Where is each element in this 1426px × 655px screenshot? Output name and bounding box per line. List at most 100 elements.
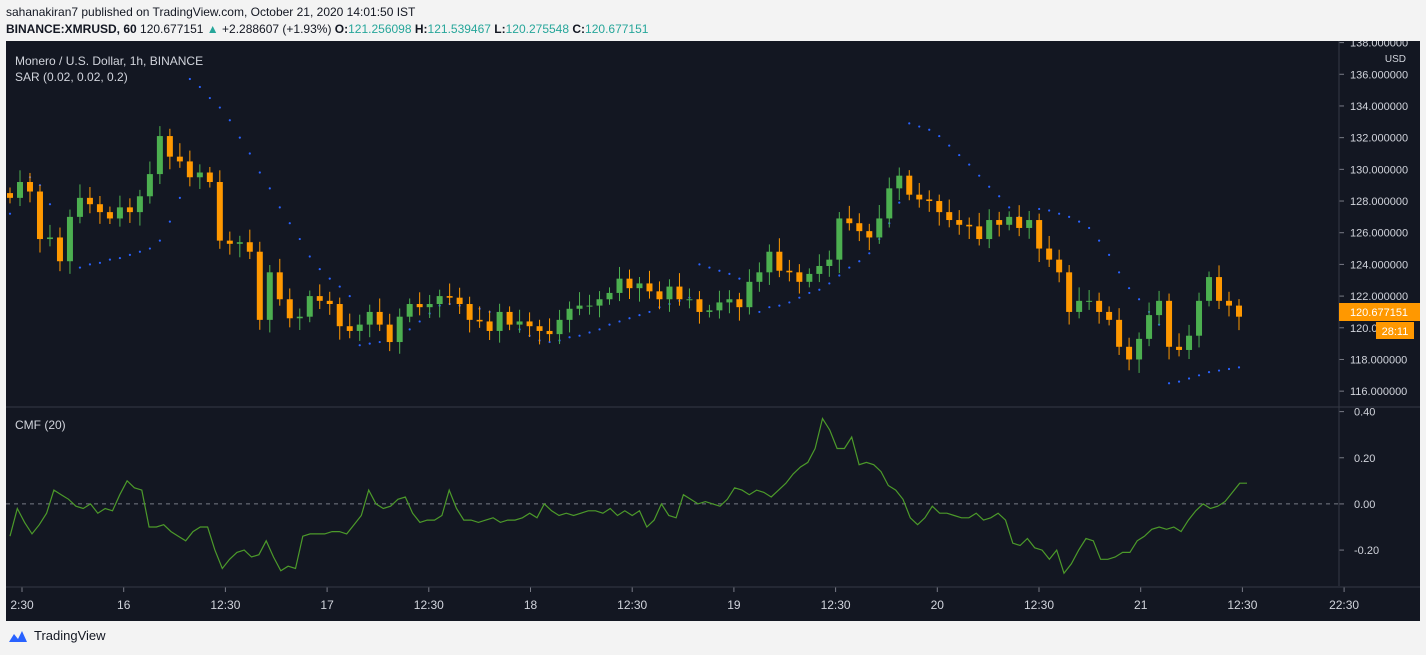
candle-body: [426, 304, 433, 308]
cmf-tick-label: -0.20: [1354, 545, 1379, 557]
sar-dot: [408, 328, 411, 331]
sar-dot: [1127, 287, 1131, 290]
time-tick-label: 12:30: [1227, 598, 1257, 612]
candle-body: [716, 302, 723, 311]
sar-dot: [1098, 239, 1101, 242]
candle-body: [566, 308, 573, 320]
candle-body: [1116, 319, 1123, 347]
last-price-badge-value: 120.677151: [1350, 307, 1408, 319]
price-tick-label: 118.000000: [1350, 354, 1407, 366]
candle-body: [516, 321, 523, 325]
sar-dot: [418, 320, 421, 323]
candle-body: [1136, 338, 1143, 360]
candle-body: [756, 272, 763, 282]
candle-body: [1006, 216, 1013, 225]
candle-body: [1166, 300, 1173, 347]
cmf-pane[interactable]: [6, 416, 1339, 575]
candle-body: [766, 251, 773, 273]
sar-dot: [578, 334, 581, 337]
sar-dot: [8, 212, 12, 215]
sar-dot: [848, 266, 851, 269]
candle-body: [726, 299, 733, 303]
price-axis[interactable]: 116.000000118.000000120.000000122.000000…: [1339, 41, 1408, 398]
candle-body: [366, 311, 373, 325]
candle-body: [686, 299, 693, 301]
candle-body: [66, 216, 73, 262]
sar-dot: [638, 314, 641, 317]
time-tick-label: 20: [931, 598, 945, 612]
candle-body: [586, 305, 593, 307]
sar-dot: [108, 258, 112, 261]
candle-body: [166, 136, 173, 157]
time-tick-label: 12:30: [414, 598, 444, 612]
candle-body: [226, 240, 233, 244]
tradingview-logo[interactable]: TradingView: [7, 628, 106, 643]
candle-body: [146, 174, 153, 197]
sar-dot: [258, 171, 261, 174]
candle-body: [336, 304, 343, 327]
candle-body: [216, 182, 223, 241]
candle-body: [1096, 300, 1103, 312]
sar-dot: [778, 304, 781, 307]
sar-dot: [158, 239, 161, 242]
candle-body: [666, 286, 673, 300]
candle-body: [1216, 277, 1223, 301]
sar-dot: [238, 136, 241, 139]
sar-dot: [178, 196, 181, 199]
open-value: 121.256098: [348, 22, 412, 36]
sar-dot: [768, 306, 771, 309]
time-tick-label: 12:30: [1024, 598, 1054, 612]
sar-dot: [338, 285, 341, 288]
sar-dot: [598, 328, 601, 331]
candle-body: [26, 182, 33, 192]
sar-dot: [988, 185, 991, 188]
candle-body: [126, 207, 133, 213]
candle-body: [676, 286, 683, 300]
chart-canvas[interactable]: 116.000000118.000000120.000000122.000000…: [6, 41, 1420, 621]
currency-label: USD: [1385, 54, 1406, 65]
candle-body: [56, 237, 63, 262]
high-value: 121.539467: [427, 22, 491, 36]
candle-body: [836, 218, 843, 260]
candle-body: [156, 136, 163, 175]
candle-body: [886, 188, 893, 219]
time-tick-label: 18: [524, 598, 538, 612]
candle-body: [786, 270, 793, 273]
publish-line: sahanakiran7 published on TradingView.co…: [6, 5, 416, 19]
candle-body: [896, 175, 903, 189]
sar-dot: [858, 260, 861, 263]
sar-dot: [168, 220, 171, 223]
sar-dot: [298, 237, 301, 241]
price-tick-label: 136.000000: [1350, 69, 1408, 81]
sar-dot: [88, 263, 92, 266]
sar-dot: [1137, 298, 1141, 301]
sar-dot: [808, 291, 811, 295]
chart-background: [6, 41, 1420, 621]
sar-dot: [998, 195, 1001, 198]
price-tick-label: 124.000000: [1350, 259, 1408, 271]
sar-dot: [1117, 271, 1121, 274]
candle-body: [546, 330, 553, 335]
time-axis[interactable]: 2:30 16 12:30 17 12:30 18 12:30 19 12:30 20 12:30 2…: [10, 587, 1359, 612]
price-tick-label: 116.000000: [1350, 386, 1407, 398]
sar-dot: [898, 201, 901, 204]
sar-dot: [818, 288, 821, 291]
candle-body: [966, 224, 973, 227]
sar-dot: [948, 144, 951, 147]
candle-body: [596, 299, 603, 306]
sar-dot: [738, 277, 741, 280]
candle-body: [236, 242, 243, 244]
candle-body: [626, 278, 633, 289]
candle-body: [16, 182, 23, 198]
cmf-axis[interactable]: 0.40 0.20 0.00 -0.20: [1339, 407, 1379, 557]
candle-body: [256, 251, 263, 320]
sar-dot: [708, 266, 711, 269]
ohlc-line: BINANCE:XMRUSD, 60 120.677151 ▲ +2.28860…: [6, 22, 648, 36]
candle-body: [376, 311, 383, 325]
candle-body: [976, 226, 983, 240]
candle-body: [1076, 300, 1083, 312]
candle-body: [1066, 272, 1073, 312]
candle-body: [496, 311, 503, 331]
sar-dot: [1177, 380, 1181, 383]
sar-dot: [128, 253, 132, 256]
